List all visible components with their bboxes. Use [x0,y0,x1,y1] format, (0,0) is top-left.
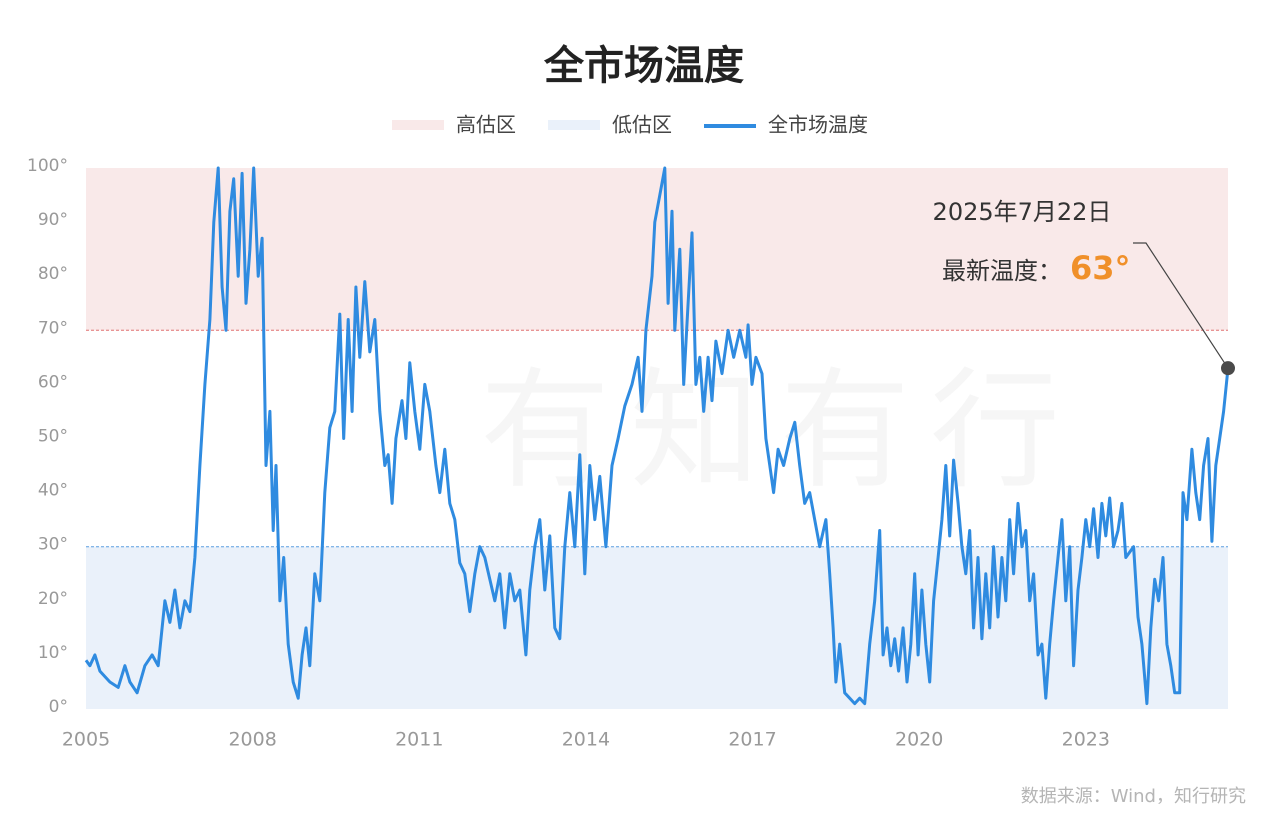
watermark: 有知有行 [480,355,1080,507]
annotation-value: 63° [1070,249,1131,287]
legend-label: 高估区 [456,113,516,137]
y-tick-label: 80° [38,264,68,284]
chart-title: 全市场温度 [543,43,744,89]
x-tick-label: 2017 [728,729,776,751]
x-tick-label: 2011 [395,729,443,751]
y-tick-label: 40° [38,481,68,501]
y-tick-label: 50° [38,427,68,447]
x-tick-label: 2005 [62,729,110,751]
annotation-date: 2025年7月22日 [933,198,1112,226]
x-tick-label: 2023 [1062,729,1110,751]
y-tick-label: 30° [38,535,68,555]
legend-label: 低估区 [612,113,672,137]
legend-swatch [392,120,444,130]
y-tick-label: 20° [38,589,68,609]
x-tick-label: 2014 [562,729,610,751]
y-tick-label: 90° [38,210,68,230]
x-tick-label: 2008 [228,729,276,751]
annotation-label: 最新温度： [942,257,1062,285]
y-tick-label: 70° [38,318,68,338]
legend-label: 全市场温度 [768,113,868,137]
zone-band [86,168,1228,331]
latest-point [1221,361,1235,376]
y-tick-label: 100° [27,156,68,176]
series-line [84,166,1230,706]
source-note: 数据来源：Wind，知行研究 [1021,786,1246,807]
legend-swatch [548,120,600,130]
x-tick-label: 2020 [895,729,943,751]
y-tick-label: 60° [38,372,68,392]
y-tick-label: 0° [49,697,68,717]
annotation-leader [1133,242,1229,369]
y-tick-label: 10° [38,643,68,663]
